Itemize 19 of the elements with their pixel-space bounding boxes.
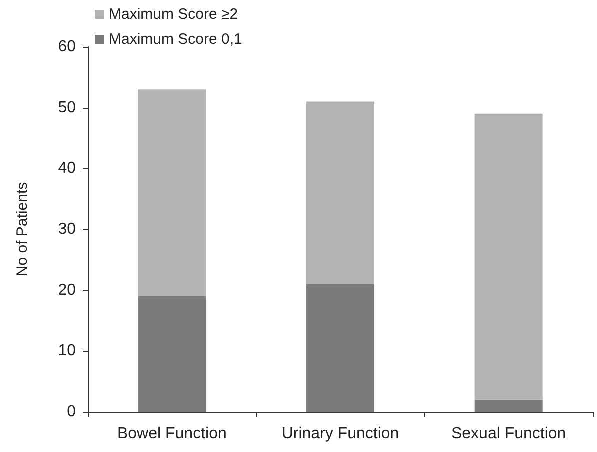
y-tick-label: 30 — [58, 221, 76, 238]
bar — [306, 284, 374, 412]
x-tick-label: Urinary Function — [282, 426, 400, 442]
y-tick-label: 10 — [58, 342, 76, 360]
bar — [138, 296, 206, 412]
y-tick-label: 60 — [58, 38, 76, 56]
y-tick-label: 20 — [58, 282, 76, 299]
legend-label: Maximum Score ≥2 — [109, 6, 238, 23]
bar — [474, 114, 543, 400]
bar — [138, 90, 206, 296]
y-tick-label: 50 — [58, 99, 76, 116]
x-tick-label: Bowel Function — [117, 426, 227, 442]
y-axis-title: No of Patients — [14, 182, 31, 277]
legend-label: Maximum Score 0,1 — [109, 31, 242, 48]
bar — [474, 400, 543, 412]
y-tick-label: 0 — [67, 404, 76, 420]
x-tick-label: Sexual Function — [451, 426, 566, 442]
bar — [306, 102, 374, 284]
y-tick-label: 40 — [58, 160, 76, 178]
